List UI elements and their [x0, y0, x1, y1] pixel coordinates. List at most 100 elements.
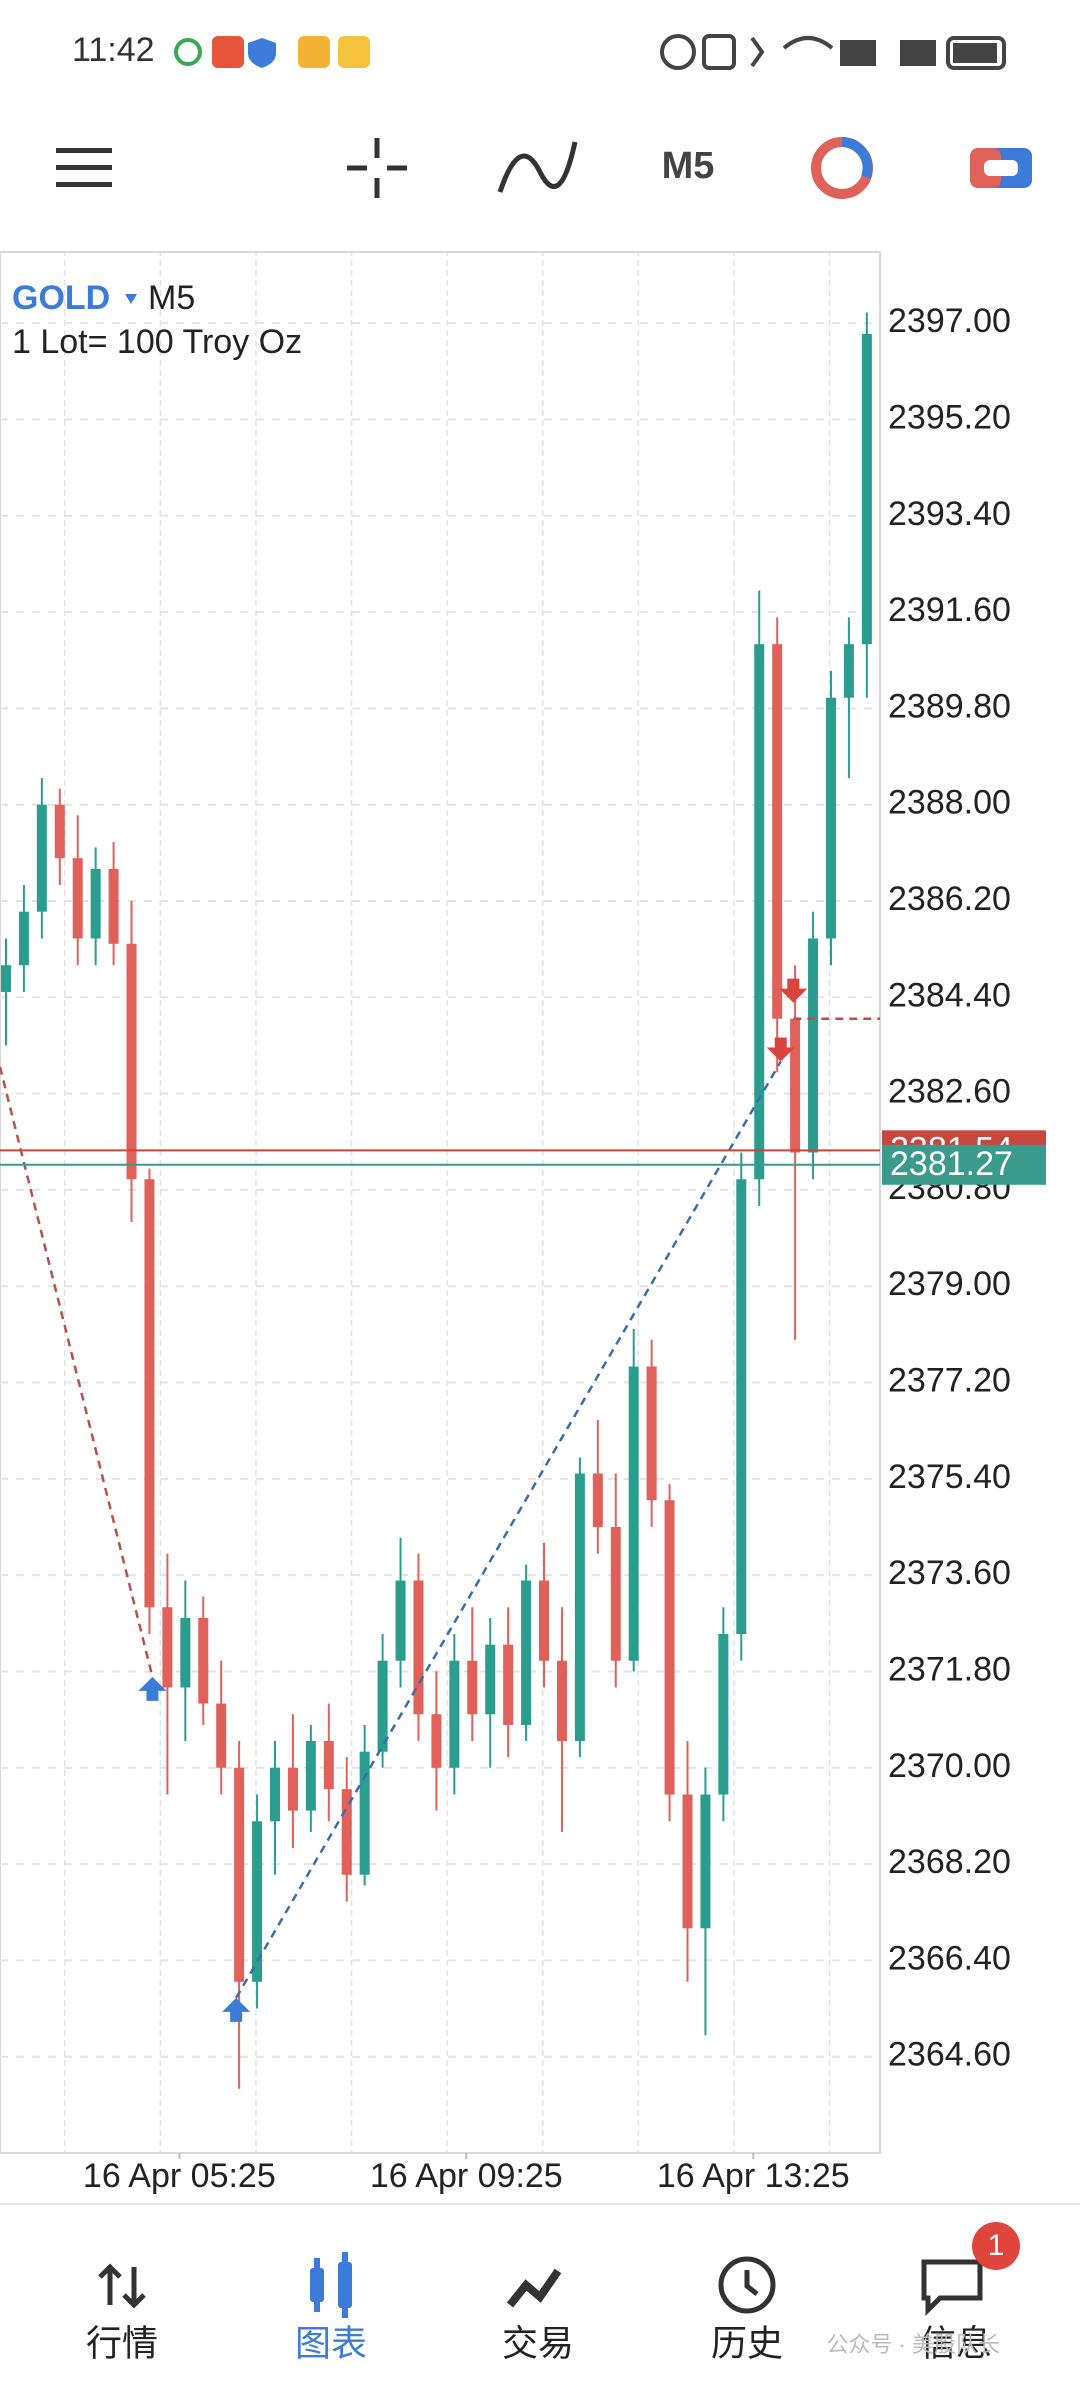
- objects-button[interactable]: [811, 137, 873, 199]
- y-tick-label: 2375.40: [888, 1458, 1011, 1496]
- y-tick-label: 2373.60: [888, 1554, 1011, 1592]
- candle-body: [556, 1660, 567, 1742]
- timeframe-button[interactable]: M5: [662, 145, 715, 187]
- y-tick-label: 2388.00: [888, 784, 1011, 822]
- clock: 11:42: [72, 31, 155, 69]
- candle-body: [700, 1794, 711, 1929]
- candle-body: [718, 1634, 729, 1795]
- y-tick-label: 2382.60: [888, 1073, 1011, 1111]
- x-tick-label: 16 Apr 05:25: [83, 2157, 276, 2195]
- chart-timeframe: M5: [148, 279, 195, 317]
- y-tick-label: 2384.40: [888, 976, 1011, 1014]
- nav-label[interactable]: 图表: [295, 2323, 367, 2364]
- y-tick-label: 2371.80: [888, 1650, 1011, 1688]
- y-tick-label: 2377.20: [888, 1362, 1011, 1400]
- candle-body: [36, 804, 47, 912]
- candle-body: [305, 1741, 316, 1811]
- trade-arrow: [766, 1037, 795, 1062]
- candle-body: [270, 1767, 280, 1822]
- candle-body: [592, 1473, 603, 1528]
- price-tag: [882, 1144, 1046, 1185]
- candle-body: [736, 1179, 747, 1635]
- trade-arrow: [779, 978, 808, 1003]
- candle-body: [539, 1580, 550, 1661]
- status-bar: 11:42: [72, 31, 1006, 70]
- menu-button[interactable]: [56, 148, 112, 187]
- candle-body: [843, 644, 854, 698]
- candle-body: [503, 1644, 514, 1725]
- candle-body: [90, 868, 101, 939]
- indicators-button[interactable]: [497, 141, 578, 193]
- crosshair-button[interactable]: [347, 138, 407, 198]
- candle-body: [144, 1179, 155, 1608]
- candle-body: [754, 644, 765, 1180]
- trade-line: [0, 1066, 154, 1678]
- candle-body: [54, 804, 65, 859]
- candle-body: [287, 1767, 298, 1811]
- candle-body: [341, 1789, 352, 1875]
- candle-body: [664, 1500, 675, 1795]
- candle-body: [126, 943, 137, 1180]
- trade-arrow: [222, 1997, 251, 2022]
- candle-body: [234, 1767, 245, 1982]
- y-tick-label: 2397.00: [888, 302, 1011, 340]
- candle-body: [395, 1580, 406, 1661]
- candle-body: [808, 938, 819, 1153]
- candle-body: [772, 644, 783, 1019]
- candle-body: [198, 1617, 209, 1704]
- candle-body: [449, 1660, 460, 1768]
- badge: 1: [988, 2229, 1005, 2262]
- candle-body: [610, 1527, 621, 1661]
- candle-body: [521, 1580, 532, 1725]
- candle-body: [413, 1580, 424, 1715]
- candle-body: [646, 1366, 657, 1501]
- x-tick-label: 16 Apr 09:25: [370, 2157, 563, 2195]
- y-tick-label: 2389.80: [888, 687, 1011, 725]
- chart: 2397.00 2395.20 2393.40 2391.60 2389.80 2388.…: [0, 251, 1046, 2195]
- y-tick-label: 2364.60: [888, 2036, 1011, 2074]
- y-tick-label: 2393.40: [888, 495, 1011, 533]
- nav-label[interactable]: 交易: [502, 2323, 574, 2364]
- candle-body: [359, 1751, 370, 1875]
- y-tick-label: 2368.20: [888, 1843, 1011, 1881]
- candle-body: [628, 1366, 639, 1661]
- candle-body: [180, 1617, 191, 1688]
- symbol[interactable]: GOLD: [12, 279, 110, 317]
- candle-body: [0, 965, 11, 992]
- nav-label[interactable]: 信息: [920, 2323, 992, 2364]
- candle-body: [467, 1660, 478, 1715]
- y-tick-label: 2366.40: [888, 1939, 1011, 1977]
- y-tick-label: 2386.20: [888, 880, 1011, 918]
- y-tick-label: 2370.00: [888, 1747, 1011, 1785]
- y-tick-label: 2391.60: [888, 591, 1011, 629]
- candle-body: [790, 1018, 801, 1153]
- lot-info: 1 Lot= 100 Troy Oz: [12, 323, 302, 361]
- price-tag-label: 2381.27: [890, 1145, 1013, 1183]
- candle-body: [216, 1703, 227, 1768]
- candle-body: [574, 1473, 585, 1742]
- bottom-nav: 1 行情 图表 交易 历史 信息: [0, 2203, 1080, 2400]
- candle-body: [252, 1821, 263, 1982]
- y-tick-label: 2395.20: [888, 398, 1011, 436]
- candle-body: [323, 1741, 334, 1790]
- candle-body: [72, 858, 83, 939]
- candle-body: [431, 1714, 442, 1768]
- candle-body: [861, 333, 872, 645]
- nav-label[interactable]: 行情: [86, 2323, 158, 2364]
- trade-button[interactable]: [970, 148, 1032, 188]
- candle-body: [377, 1660, 388, 1752]
- trade-arrow: [138, 1676, 167, 1701]
- trade-line: [235, 1060, 782, 1999]
- candle-body: [108, 868, 119, 944]
- nav-label[interactable]: 历史: [711, 2323, 783, 2364]
- toolbar: M5: [56, 137, 1032, 199]
- candle-body: [162, 1607, 173, 1688]
- candle-body: [18, 911, 29, 966]
- candle-body: [825, 697, 836, 939]
- chart-header: GOLD M5 1 Lot= 100 Troy Oz: [12, 279, 302, 361]
- candle-body: [682, 1794, 693, 1929]
- candle-body: [485, 1644, 496, 1715]
